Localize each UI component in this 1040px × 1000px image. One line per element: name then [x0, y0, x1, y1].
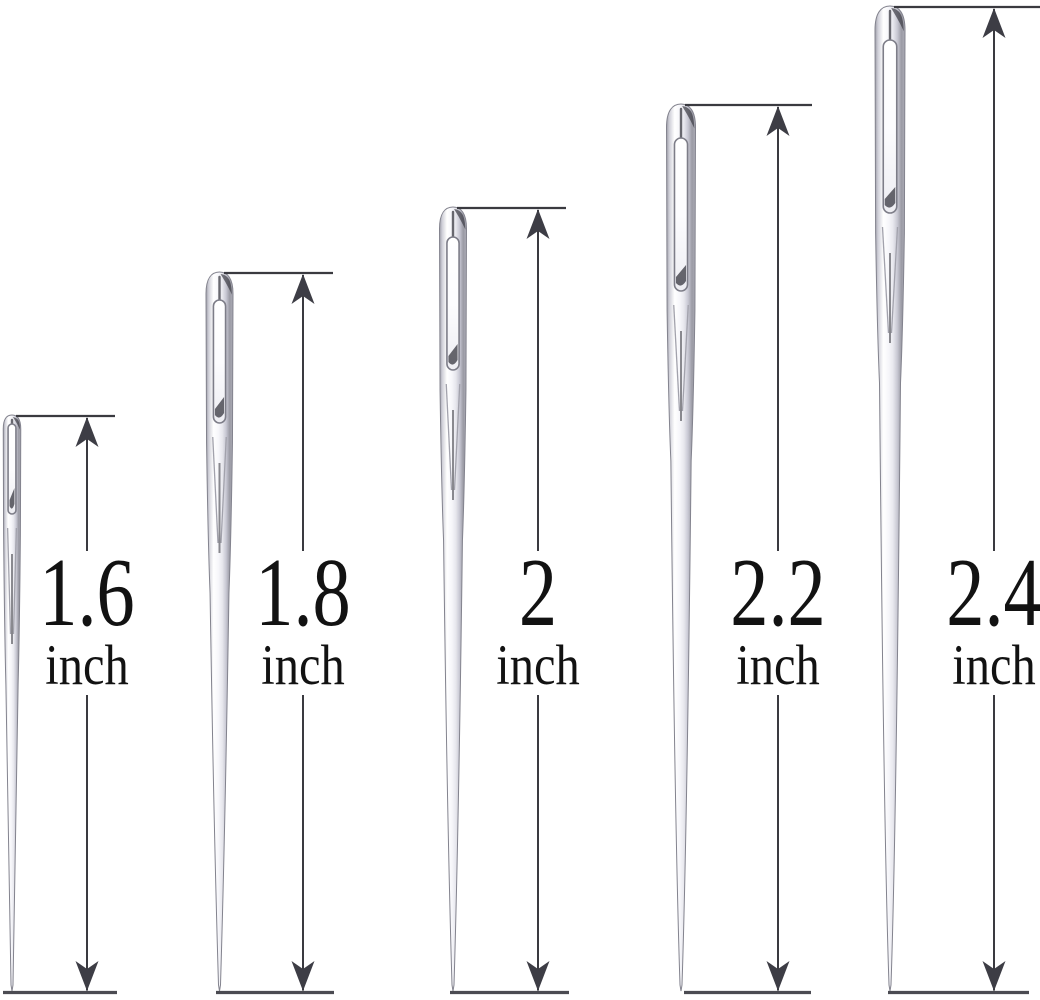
needle-eye-shadow	[214, 397, 225, 418]
arrowhead-up-icon	[982, 8, 1006, 38]
size-value: 2	[518, 539, 558, 647]
needle-eye-shadow	[448, 344, 458, 365]
arrowhead-up-icon	[291, 274, 315, 304]
needle-eye	[446, 236, 460, 371]
size-value: 2.2	[730, 539, 826, 647]
size-unit: inch	[952, 634, 1036, 697]
measurement-arrow-1	[3, 414, 117, 995]
needle-eye-shadow	[675, 265, 687, 286]
measurement-label: 1.6 inch	[0, 539, 237, 697]
measurement-label: 2 inch	[388, 539, 688, 697]
needle-eye	[673, 137, 689, 292]
needle-eye	[212, 299, 227, 424]
needle-body	[2, 414, 22, 992]
arrowhead-up-icon	[75, 417, 99, 447]
needle-cap-shadow	[682, 106, 695, 129]
measurement-label: 2.2 inch	[628, 539, 928, 697]
arrowhead-down-icon	[291, 961, 315, 991]
needle-group-3	[438, 206, 468, 992]
needle-groove-left	[6, 527, 12, 635]
needle-group-5	[874, 5, 906, 992]
needle-cap-shadow	[891, 8, 904, 32]
needle-group-4	[665, 103, 697, 992]
measurement-arrow-2	[216, 271, 334, 995]
arrowhead-up-icon	[766, 106, 790, 136]
needle-eye-shadow	[884, 187, 896, 208]
needle-groove-left	[445, 383, 453, 491]
needle-body	[665, 103, 697, 992]
needle-cap-shadow	[220, 274, 232, 295]
measurement-arrow-4	[684, 103, 812, 995]
needle-body	[438, 206, 468, 992]
measurement-arrow-5	[888, 5, 1040, 995]
arrowhead-down-icon	[526, 961, 550, 991]
needle-cap-shadow	[12, 417, 21, 430]
size-value: 1.6	[39, 539, 135, 647]
size-unit: inch	[736, 634, 820, 697]
size-value: 1.8	[255, 539, 351, 647]
size-unit: inch	[261, 634, 345, 697]
needle-eye-shadow	[9, 488, 15, 509]
needle-cap-shadow	[454, 209, 466, 230]
needle-eye	[882, 39, 898, 214]
needle-groove-right	[890, 226, 899, 334]
arrowhead-down-icon	[982, 961, 1006, 991]
needle-body	[205, 271, 234, 992]
arrowhead-down-icon	[766, 961, 790, 991]
needle-groove-right	[12, 527, 18, 635]
needle-groove-right	[220, 436, 227, 544]
measurement-label: 1.8 inch	[153, 539, 453, 697]
needle-groove-left	[673, 304, 681, 412]
size-unit: inch	[496, 634, 580, 697]
needle-group-1	[2, 414, 22, 992]
needle-groove-right	[681, 304, 689, 412]
needle-groove-right	[453, 383, 461, 491]
measurement-arrow-3	[450, 206, 569, 995]
needle-group-2	[205, 271, 234, 992]
arrowhead-down-icon	[75, 961, 99, 991]
measurement-label: 2.4 inch	[844, 539, 1040, 697]
arrowhead-up-icon	[526, 209, 550, 239]
needle-groove-left	[212, 436, 219, 544]
size-value: 2.4	[946, 539, 1040, 647]
size-unit: inch	[45, 634, 129, 697]
needle-body	[874, 5, 906, 992]
needle-groove-left	[881, 226, 890, 334]
